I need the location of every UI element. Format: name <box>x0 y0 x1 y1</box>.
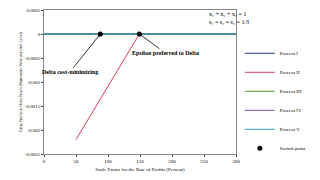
svg-text:200: 200 <box>168 159 176 164</box>
svg-text:Process III: Process III <box>280 89 302 94</box>
svg-text:-0.0015: -0.0015 <box>25 104 41 109</box>
svg-text:Extra Profits at Delta Prices: Extra Profits at Delta Prices (Numeraire… <box>18 31 23 131</box>
svg-text:x₁ + x₂ + x₃ = 1: x₁ + x₂ + x₃ = 1 <box>209 11 246 17</box>
svg-text:s₁ = s₂ = s₃ = 1/3: s₁ = s₂ = s₃ = 1/3 <box>209 19 249 25</box>
svg-text:100: 100 <box>104 159 112 164</box>
svg-text:-0.002: -0.002 <box>27 128 40 133</box>
svg-text:0.0005: 0.0005 <box>26 8 40 13</box>
svg-text:Process V: Process V <box>280 127 300 132</box>
svg-text:Epsilon preferred to Delta: Epsilon preferred to Delta <box>132 50 199 56</box>
svg-text:Process IV: Process IV <box>280 108 302 113</box>
svg-text:Switch point: Switch point <box>280 146 306 151</box>
svg-text:-0.0005: -0.0005 <box>25 56 41 61</box>
svg-text:Delta cost-minimizing: Delta cost-minimizing <box>42 69 98 75</box>
svg-text:250: 250 <box>200 159 208 164</box>
svg-text:0: 0 <box>43 159 46 164</box>
svg-text:-0.001: -0.001 <box>27 80 40 85</box>
svg-text:0: 0 <box>38 32 41 37</box>
svg-text:50: 50 <box>74 159 80 164</box>
svg-text:-0.0025: -0.0025 <box>25 152 41 157</box>
svg-text:Scale Factor for the Rate of P: Scale Factor for the Rate of Profits (Pe… <box>95 167 185 172</box>
svg-text:Process II: Process II <box>280 70 300 75</box>
svg-text:Process I: Process I <box>280 51 299 56</box>
svg-text:150: 150 <box>136 159 144 164</box>
svg-text:300: 300 <box>232 159 240 164</box>
